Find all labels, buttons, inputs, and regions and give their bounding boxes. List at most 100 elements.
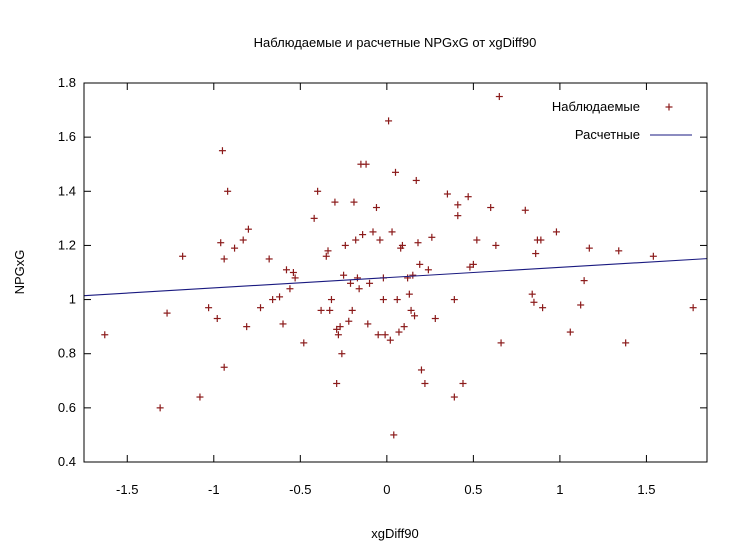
data-point: [424, 266, 432, 274]
data-point: [412, 176, 420, 184]
data-point: [359, 231, 367, 239]
data-point: [400, 323, 408, 331]
data-point: [398, 241, 406, 249]
data-point: [265, 255, 273, 263]
plot-frame: [83, 82, 708, 463]
data-point: [220, 363, 228, 371]
x-tick-label: 0: [383, 482, 390, 497]
legend-label: Наблюдаемые: [552, 99, 640, 114]
legend: Наблюдаемые Расчетные: [552, 99, 692, 142]
data-point: [459, 379, 467, 387]
data-point: [331, 198, 339, 206]
data-point: [381, 331, 389, 339]
data-point: [495, 93, 503, 101]
data-point: [163, 309, 171, 317]
x-tick-label: 1.5: [637, 482, 655, 497]
data-point: [537, 236, 545, 244]
data-point: [314, 187, 322, 195]
data-point: [392, 168, 399, 176]
data-point: [649, 252, 657, 260]
data-point: [333, 379, 341, 387]
data-point: [336, 323, 344, 331]
data-point: [317, 306, 325, 314]
data-point: [355, 285, 363, 293]
data-point: [615, 247, 623, 255]
data-point: [217, 239, 225, 247]
data-point: [464, 193, 472, 201]
data-point: [205, 304, 213, 312]
y-tick-label: 0.6: [58, 400, 76, 415]
data-point: [239, 236, 247, 244]
chart-title: Наблюдаемые и расчетные NPGxG от xgDiff9…: [254, 35, 537, 50]
data-point: [372, 204, 380, 212]
data-point: [366, 279, 374, 287]
data-point: [341, 241, 349, 249]
data-point: [431, 315, 439, 323]
data-point: [243, 323, 251, 331]
data-point: [622, 339, 630, 347]
x-tick-label: -0.5: [289, 482, 311, 497]
data-point: [497, 339, 505, 347]
data-point: [428, 233, 436, 241]
data-point: [276, 293, 284, 301]
data-point: [539, 304, 547, 312]
x-axis-label: xgDiff90: [371, 526, 418, 541]
data-point: [338, 350, 346, 358]
data-point: [689, 304, 697, 312]
data-point: [414, 239, 422, 247]
data-point: [421, 379, 429, 387]
data-point: [364, 320, 372, 328]
data-point: [362, 160, 370, 168]
data-point: [376, 236, 384, 244]
fitted-line: [83, 258, 708, 297]
data-point: [350, 198, 358, 206]
y-tick-label: 1.4: [58, 183, 76, 198]
data-point: [224, 187, 232, 195]
data-point: [407, 306, 415, 314]
data-point: [291, 274, 299, 282]
data-point: [156, 404, 164, 412]
data-point: [300, 339, 308, 347]
data-point: [487, 204, 495, 212]
y-tick-label: 1.8: [58, 75, 76, 90]
data-point: [340, 271, 348, 279]
data-point: [286, 285, 294, 293]
data-point: [552, 228, 560, 236]
data-point: [521, 206, 529, 214]
data-point: [282, 266, 290, 274]
data-point: [454, 212, 462, 220]
data-point: [218, 147, 226, 155]
y-tick-label: 1.6: [58, 129, 76, 144]
data-point: [580, 277, 588, 285]
data-point: [289, 269, 297, 276]
data-point: [196, 393, 204, 401]
data-point: [369, 228, 377, 236]
data-point: [393, 296, 401, 304]
data-point: [327, 296, 335, 304]
data-point: [405, 290, 413, 298]
data-point: [257, 304, 265, 312]
data-point: [220, 255, 228, 263]
data-point: [473, 236, 481, 244]
data-point: [345, 317, 353, 325]
y-tick-label: 0.8: [58, 346, 76, 361]
data-point: [566, 328, 574, 336]
data-point: [347, 279, 355, 287]
data-point: [334, 331, 342, 339]
data-point: [469, 260, 477, 268]
data-point: [269, 296, 277, 304]
legend-label: Расчетные: [575, 127, 640, 142]
data-point: [390, 431, 398, 439]
y-tick-label: 0.4: [58, 454, 76, 469]
data-point: [492, 241, 500, 249]
data-point: [310, 214, 318, 222]
data-point: [530, 298, 538, 306]
data-point: [443, 190, 451, 198]
data-point: [279, 320, 287, 328]
data-point: [411, 312, 419, 320]
data-point: [532, 250, 540, 258]
data-point: [352, 236, 360, 244]
data-point: [386, 336, 394, 344]
data-point: [324, 247, 332, 255]
